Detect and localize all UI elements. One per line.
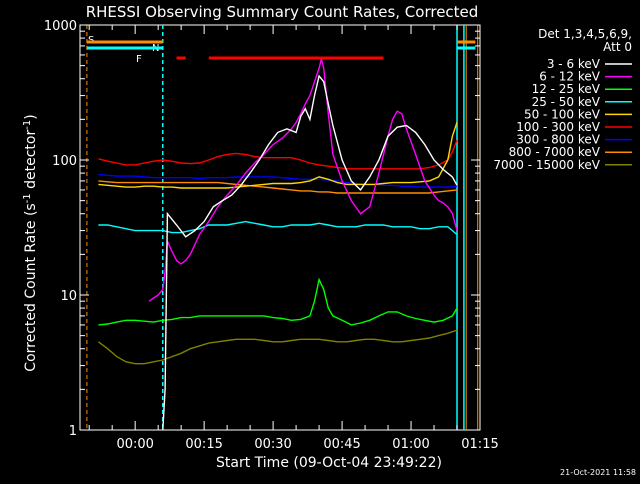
- y-tick-label: 1000: [44, 19, 77, 34]
- series-line-7: [98, 173, 458, 188]
- x-tick-label: 01:00: [392, 437, 429, 452]
- series-line-1: [162, 74, 458, 431]
- legend-label-2: 6 - 12 keV: [539, 70, 601, 84]
- legend-label-4: 25 - 50 keV: [532, 95, 601, 109]
- y-axis-label-sup-2: -1: [22, 120, 33, 130]
- y-axis-label-part-3: ): [23, 114, 39, 119]
- chart-title: RHESSI Observing Summary Count Rates, Co…: [86, 3, 479, 21]
- x-tick-label: 00:00: [116, 437, 153, 452]
- legend-header-line-1: Det 1,3,4,5,6,9,: [538, 27, 632, 41]
- legend-label-8: 800 - 7000 keV: [509, 145, 601, 159]
- y-tick-label: 1: [69, 424, 77, 439]
- legend-label-1: 3 - 6 keV: [547, 57, 601, 71]
- x-tick-label: 00:30: [254, 437, 291, 452]
- series-line-6: [98, 140, 458, 170]
- series-line-9: [97, 329, 458, 365]
- y-axis-label: Corrected Count Rate (s-1 detector-1): [22, 114, 39, 371]
- x-tick-label: 00:45: [323, 437, 360, 452]
- legend-header-line-2: Att 0: [603, 40, 632, 54]
- series-line-3: [98, 277, 458, 326]
- y-axis-label-part-2: detector: [23, 130, 39, 194]
- x-axis-label: Start Time (09-Oct-04 23:49:22): [216, 455, 442, 471]
- legend-label-6: 100 - 300 keV: [516, 120, 600, 134]
- x-tick-label: 00:15: [185, 437, 222, 452]
- legend-label-9: 7000 - 15000 keV: [493, 158, 600, 172]
- y-axis-label-part-1: Corrected Count Rate (s: [23, 203, 39, 371]
- series-line-5: [98, 122, 458, 189]
- x-tick-label: 01:15: [461, 437, 498, 452]
- y-tick-label: 100: [52, 154, 77, 169]
- y-axis-label-sup-1: -1: [22, 193, 33, 203]
- plot-layer: [79, 24, 481, 431]
- series-line-2: [148, 58, 458, 302]
- series-line-8: [98, 180, 458, 194]
- y-tick-label: 10: [60, 289, 77, 304]
- legend-label-3: 12 - 25 keV: [532, 82, 601, 96]
- series-line-4: [98, 220, 458, 236]
- plot-frame: [79, 24, 481, 431]
- legend-label-5: 50 - 100 keV: [524, 107, 601, 121]
- legend-label-7: 300 - 800 keV: [516, 133, 600, 147]
- tick-layer: 1 10 100 1000 00:00 00:15 00:30 00:45 01:00 01:15: [44, 19, 499, 452]
- flag-label-f: F: [136, 54, 142, 65]
- timestamp: 21-Oct-2021 11:58: [560, 468, 636, 477]
